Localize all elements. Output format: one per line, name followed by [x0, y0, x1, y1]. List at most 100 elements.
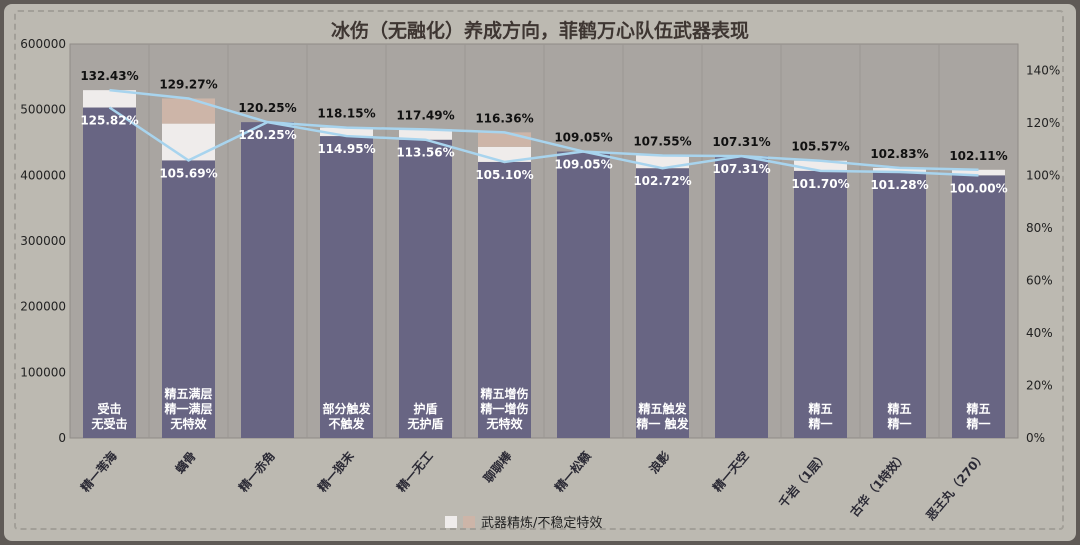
bar-segment [794, 170, 847, 439]
high-data-label: 105.57% [791, 140, 849, 154]
y-tick-label: 200000 [20, 300, 66, 314]
low-data-label: 101.28% [870, 178, 928, 192]
x-tick-label: 千岩（1层） [775, 448, 830, 510]
bar-segment [162, 160, 215, 438]
bar-segment [952, 175, 1005, 439]
bar-note: 护盾 [413, 401, 437, 416]
line-high [109, 88, 979, 172]
bar-note: 精一 [966, 416, 990, 431]
chart-title: 冰伤（无融化）养成方向，菲鹤万心队伍武器表现 [330, 20, 749, 42]
y2-tick-label: 60% [1026, 273, 1053, 287]
bar-note: 部分触发 [322, 401, 371, 416]
bar-segment [162, 123, 215, 161]
bar-segment [320, 136, 373, 438]
high-data-label: 102.11% [949, 149, 1007, 163]
x-tick-label: 精一无工 [393, 448, 435, 494]
y-tick-label: 100000 [20, 365, 66, 379]
low-data-label: 107.31% [712, 162, 770, 176]
x-tick-label: 精一天空 [709, 448, 751, 494]
low-data-label: 120.25% [238, 128, 296, 142]
bar-note: 精五 [887, 401, 911, 416]
low-data-label: 101.70% [791, 177, 849, 191]
high-data-label: 120.25% [238, 101, 296, 115]
x-tick-label: 浪影 [646, 448, 673, 476]
bar-segment [873, 167, 926, 172]
x-tick-label: 精一苇海 [77, 448, 119, 494]
low-data-label: 109.05% [554, 158, 612, 172]
line-low [108, 106, 979, 177]
high-data-label: 116.36% [475, 111, 533, 125]
bar-note: 无特效 [485, 416, 523, 431]
high-data-label: 118.15% [317, 107, 375, 121]
y-tick-label: 400000 [20, 168, 66, 182]
bar-segment [83, 90, 136, 108]
x-tick-label: 恶王丸（270） [923, 448, 989, 523]
low-data-label: 102.72% [633, 174, 691, 188]
bar-segment [636, 168, 689, 439]
bar-note: 精五触发 [638, 401, 687, 416]
high-data-label: 102.83% [870, 147, 928, 161]
bar-note: 无护盾 [406, 416, 443, 431]
bar-note: 精五 [808, 401, 832, 416]
low-data-label: 113.56% [396, 146, 454, 160]
legend-swatch-refine [445, 515, 457, 528]
y2-tick-label: 20% [1026, 378, 1053, 392]
legend: 武器精炼/不稳定特效 [445, 512, 602, 531]
x-tick-label: 精一松籁 [551, 448, 593, 494]
bar-note: 精五增伤 [480, 386, 528, 401]
low-data-label: 105.69% [159, 166, 217, 180]
bar-segment [83, 107, 136, 438]
bar-note: 精一满层 [164, 401, 212, 416]
high-data-label: 109.05% [554, 131, 612, 145]
y2-tick-label: 80% [1026, 221, 1053, 235]
legend-swatch-effect [463, 515, 475, 528]
x-tick-label: 聊聊棒 [480, 448, 515, 486]
low-data-label: 100.00% [949, 181, 1007, 195]
y-tick-label: 600000 [20, 37, 66, 51]
x-tick-label: 螭骨 [172, 448, 199, 476]
bar-segment [478, 132, 531, 147]
y2-tick-label: 0% [1026, 431, 1045, 445]
low-data-label: 105.10% [475, 168, 533, 182]
y-tick-label: 300000 [20, 234, 66, 248]
bar-segment [320, 127, 373, 137]
bar-segment [794, 160, 847, 171]
bar-note: 无特效 [169, 416, 207, 431]
bar-segment [162, 98, 215, 124]
legend-label: 武器精炼/不稳定特效 [481, 516, 603, 531]
y2-tick-label: 140% [1026, 63, 1060, 77]
bar-segment [557, 151, 610, 438]
y-tick-label: 0 [58, 431, 66, 445]
x-tick-label: 精一赤角 [235, 448, 277, 494]
high-data-label: 129.27% [159, 77, 217, 91]
bar-note: 受击 [97, 401, 121, 416]
bar-note: 精一 [887, 416, 911, 431]
bar-note: 不触发 [328, 416, 365, 431]
y-tick-label: 500000 [20, 103, 66, 117]
bar-note: 无受击 [90, 416, 127, 431]
bar-note: 精一 触发 [636, 416, 689, 431]
high-data-label: 107.55% [633, 135, 691, 149]
low-data-label: 114.95% [317, 142, 375, 156]
low-data-label: 125.82% [80, 114, 138, 128]
y2-tick-label: 120% [1026, 116, 1060, 130]
x-tick-label: 精一狼末 [314, 448, 357, 495]
y2-tick-label: 100% [1026, 168, 1060, 182]
high-data-label: 107.31% [712, 135, 770, 149]
bar-note: 精五 [966, 401, 990, 416]
bar-note: 精一 [808, 416, 832, 431]
bar-segment [478, 161, 531, 439]
high-data-label: 132.43% [80, 69, 138, 83]
bar-segment [952, 169, 1005, 176]
bar-segment [715, 156, 768, 439]
dashed-border [14, 10, 1064, 530]
high-data-label: 117.49% [396, 108, 454, 122]
bar-segment [399, 139, 452, 438]
bar-segment [873, 171, 926, 439]
bar-note: 精一增伤 [480, 401, 528, 416]
bar-note: 精五满层 [164, 386, 212, 401]
x-tick-label: 古华（1特效） [847, 448, 910, 519]
y2-tick-label: 40% [1026, 326, 1053, 340]
bar-segment [399, 129, 452, 140]
